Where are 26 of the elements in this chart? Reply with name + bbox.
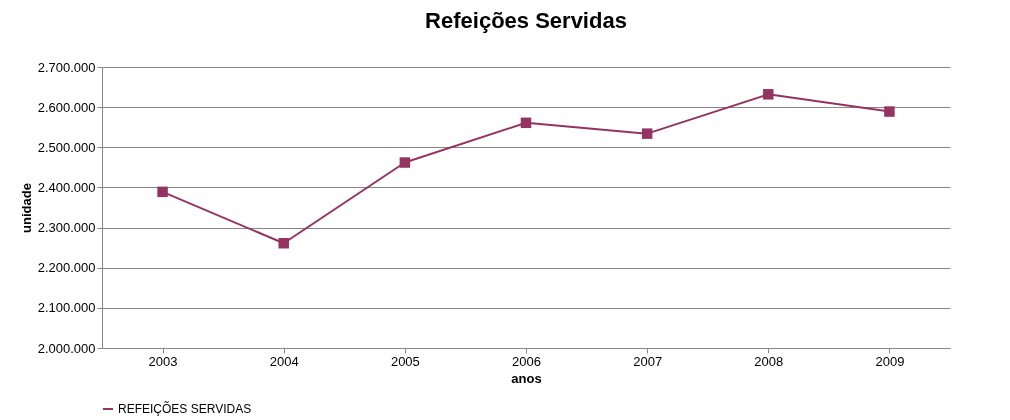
x-tick-label: 2008 — [754, 353, 784, 369]
point — [763, 89, 774, 100]
x-tick-label: 2007 — [633, 353, 663, 369]
y-axis-title: unidade — [18, 183, 34, 233]
point — [641, 128, 653, 139]
legend-label: REFEIÇÕES SERVIDAS — [118, 401, 252, 416]
y-tick-label: 2.300.000 — [37, 220, 96, 236]
y-tick-label: 2.700.000 — [37, 59, 96, 75]
y-tick-label: 2.400.000 — [37, 179, 96, 195]
point — [399, 157, 411, 168]
point — [520, 117, 532, 129]
x-tick-label: 2005 — [390, 353, 420, 369]
point — [157, 186, 168, 198]
x-axis-title: anos — [511, 370, 542, 386]
chart-title: Refeições Servidas — [425, 8, 627, 33]
x-tick-label: 2009 — [875, 353, 905, 369]
x-tick-label: 2004 — [269, 353, 299, 369]
point — [884, 106, 895, 117]
y-tick-label: 2.000.000 — [37, 340, 96, 356]
point — [278, 237, 289, 249]
y-tick-label: 2.600.000 — [37, 99, 96, 115]
y-tick-label: 2.500.000 — [37, 139, 96, 155]
x-tick-label: 2006 — [512, 353, 541, 369]
x-tick-label: 2003 — [148, 353, 178, 369]
y-tick-label: 2.100.000 — [37, 300, 96, 316]
y-tick-label: 2.200.000 — [37, 260, 96, 276]
